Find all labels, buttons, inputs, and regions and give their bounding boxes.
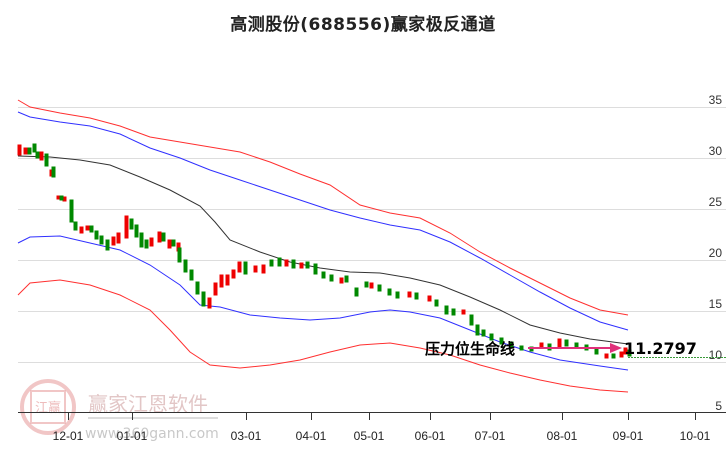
svg-text:05-01: 05-01 [354, 429, 385, 443]
center-line [17, 155, 629, 345]
svg-text:09-01: 09-01 [613, 429, 644, 443]
pressure-arrow [528, 343, 622, 353]
svg-text:10: 10 [709, 348, 723, 362]
svg-text:www.360gann.com: www.360gann.com [85, 426, 219, 442]
svg-text:10-01: 10-01 [680, 429, 711, 443]
svg-text:15: 15 [709, 297, 723, 311]
pressure-line-value: 11.2797 [624, 339, 697, 358]
svg-text:25: 25 [709, 195, 723, 209]
inner-lower-line [17, 235, 629, 371]
svg-text:08-01: 08-01 [547, 429, 578, 443]
svg-text:12-01: 12-01 [53, 429, 84, 443]
pressure-line-label: 压力位生命线 [425, 340, 515, 358]
chart-title: 高测股份(688556)赢家极反通道 [230, 15, 496, 35]
svg-text:03-01: 03-01 [231, 429, 262, 443]
svg-text:30: 30 [709, 144, 723, 158]
outer-upper-line [17, 99, 629, 316]
outer-lower-line [17, 279, 629, 393]
inner-upper-line [17, 111, 629, 331]
candlesticks [17, 143, 632, 359]
svg-text:07-01: 07-01 [475, 429, 506, 443]
gridlines [18, 107, 726, 363]
svg-text:06-01: 06-01 [415, 429, 446, 443]
x-axis: 12-01 01-01 03-01 04-01 05-01 06-01 07-0… [18, 412, 726, 443]
svg-text:江赢: 江赢 [35, 400, 61, 416]
svg-text:20: 20 [709, 246, 723, 260]
svg-text:01-01: 01-01 [117, 429, 148, 443]
svg-text:04-01: 04-01 [296, 429, 327, 443]
svg-text:5: 5 [715, 399, 722, 413]
y-axis-labels: 35 30 25 20 15 10 5 [709, 93, 723, 413]
svg-text:35: 35 [709, 93, 723, 107]
